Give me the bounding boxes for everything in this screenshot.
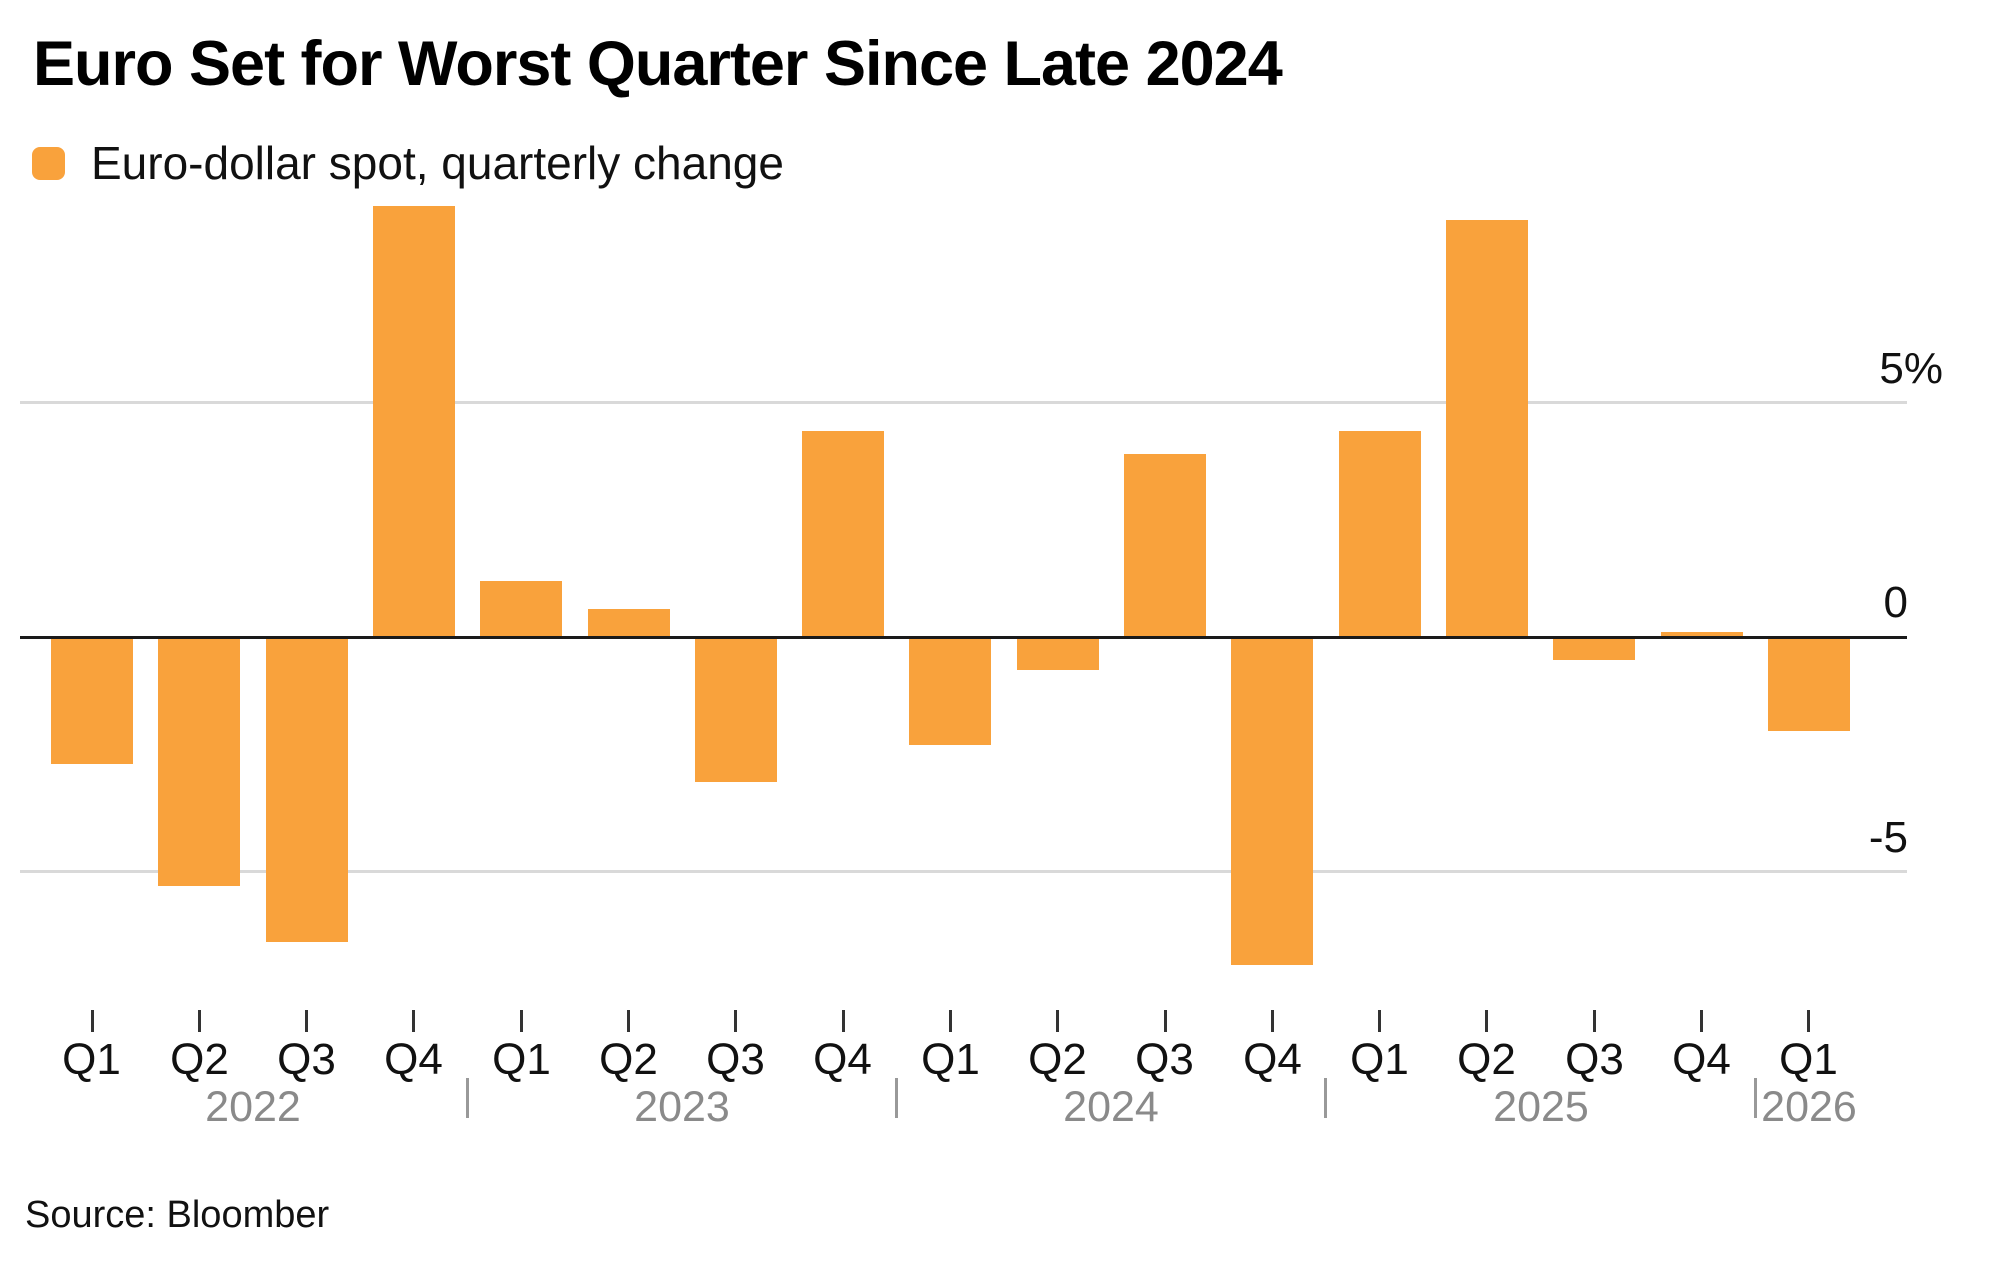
bar-Q4-7: [802, 431, 884, 637]
gridline-5: [20, 401, 1907, 404]
legend: Euro-dollar spot, quarterly change: [32, 136, 784, 190]
x-tick-1: [198, 1010, 201, 1032]
bar-Q4-15: [1661, 632, 1743, 637]
x-tick-3: [412, 1010, 415, 1032]
zero-baseline: [20, 636, 1907, 639]
x-label-Q3-10: Q3: [1135, 1035, 1194, 1084]
bar-Q3-10: [1124, 454, 1206, 637]
x-label-Q4-3: Q4: [384, 1035, 443, 1084]
x-tick-5: [627, 1010, 630, 1032]
bar-Q1-12: [1339, 431, 1421, 637]
bar-Q2-1: [158, 637, 240, 886]
x-tick-2: [305, 1010, 308, 1032]
year-label-2024: 2024: [1063, 1083, 1159, 1131]
year-label-2025: 2025: [1493, 1083, 1589, 1131]
bar-Q2-13: [1446, 220, 1528, 637]
bar-Q1-8: [909, 637, 991, 745]
y-axis-label-5%: 5%: [1879, 344, 1943, 393]
bar-Q4-11: [1231, 637, 1313, 965]
x-tick-12: [1378, 1010, 1381, 1032]
bar-Q1-4: [480, 581, 562, 637]
y-axis-label--5: -5: [1868, 813, 1908, 862]
year-label-2023: 2023: [634, 1083, 730, 1131]
legend-swatch-icon: [32, 146, 65, 180]
x-tick-10: [1164, 1010, 1167, 1032]
x-tick-6: [734, 1010, 737, 1032]
year-separator-4: [1754, 1078, 1757, 1118]
x-tick-9: [1056, 1010, 1059, 1032]
chart-title: Euro Set for Worst Quarter Since Late 20…: [33, 29, 1283, 99]
x-label-Q1-0: Q1: [62, 1035, 121, 1084]
x-label-Q3-6: Q3: [706, 1035, 765, 1084]
x-tick-0: [91, 1010, 94, 1032]
year-separator-1: [466, 1078, 469, 1118]
x-label-Q4-7: Q4: [813, 1035, 872, 1084]
bar-Q1-0: [51, 637, 133, 764]
x-label-Q2-13: Q2: [1457, 1035, 1516, 1084]
legend-label: Euro-dollar spot, quarterly change: [91, 137, 784, 189]
bar-Q3-14: [1553, 637, 1635, 660]
x-tick-11: [1271, 1010, 1274, 1032]
bar-Q2-5: [588, 609, 670, 637]
source-note: Source: Bloomber: [25, 1194, 330, 1236]
x-label-Q2-1: Q2: [170, 1035, 229, 1084]
bar-Q2-9: [1017, 637, 1099, 670]
x-label-Q3-14: Q3: [1565, 1035, 1624, 1084]
bar-Q3-2: [266, 637, 348, 942]
year-label-2022: 2022: [205, 1083, 301, 1131]
x-tick-15: [1700, 1010, 1703, 1032]
x-label-Q2-5: Q2: [599, 1035, 658, 1084]
x-tick-7: [842, 1010, 845, 1032]
bar-Q1-16: [1768, 637, 1850, 731]
y-axis-label-0: 0: [1883, 578, 1908, 627]
x-tick-16: [1807, 1010, 1810, 1032]
year-separator-2: [895, 1078, 898, 1118]
x-label-Q4-15: Q4: [1672, 1035, 1731, 1084]
x-label-Q3-2: Q3: [277, 1035, 336, 1084]
x-label-Q1-8: Q1: [921, 1035, 980, 1084]
year-label-2026: 2026: [1761, 1083, 1857, 1131]
x-tick-13: [1485, 1010, 1488, 1032]
x-tick-4: [520, 1010, 523, 1032]
x-label-Q1-4: Q1: [492, 1035, 551, 1084]
x-label-Q1-16: Q1: [1779, 1035, 1838, 1084]
x-tick-14: [1593, 1010, 1596, 1032]
x-label-Q2-9: Q2: [1028, 1035, 1087, 1084]
bar-Q4-3: [373, 206, 455, 637]
x-tick-8: [949, 1010, 952, 1032]
bar-Q3-6: [695, 637, 777, 782]
x-label-Q4-11: Q4: [1243, 1035, 1302, 1084]
gridline--5: [20, 870, 1907, 873]
x-label-Q1-12: Q1: [1350, 1035, 1409, 1084]
year-separator-3: [1324, 1078, 1327, 1118]
